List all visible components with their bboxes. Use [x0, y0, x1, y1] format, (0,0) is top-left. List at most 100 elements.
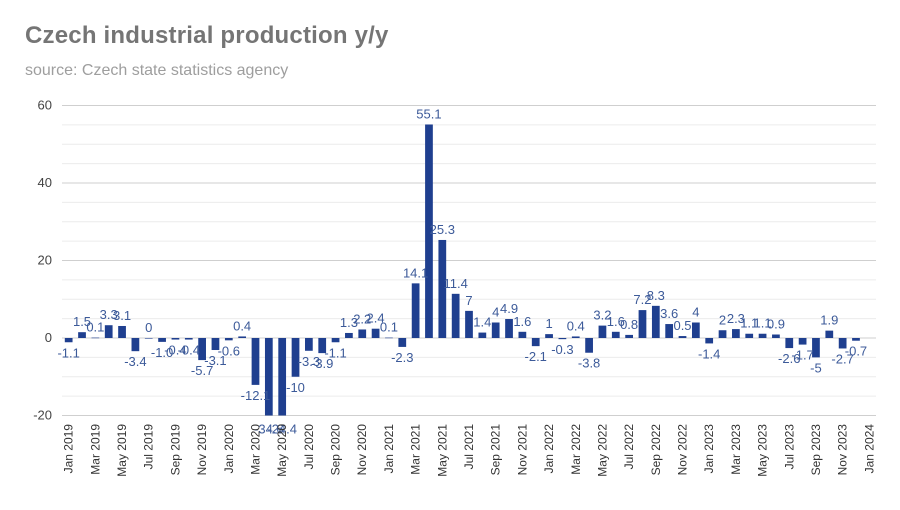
bar — [478, 332, 487, 338]
data-label: -3.3 — [298, 354, 320, 369]
y-tick-label: 60 — [38, 98, 52, 113]
x-tick-label: Sep 2023 — [809, 424, 823, 476]
bar — [398, 338, 407, 347]
bar — [198, 338, 206, 361]
bar — [224, 338, 233, 341]
x-tick-label: Mar 2019 — [88, 424, 102, 475]
bar — [251, 338, 260, 385]
x-tick-label: Sep 2022 — [649, 424, 663, 476]
data-label: -1.4 — [698, 346, 720, 361]
data-label: -5.7 — [191, 363, 213, 378]
data-label: -24.4 — [267, 422, 297, 437]
x-tick-label: Mar 2020 — [248, 424, 262, 475]
data-label: 55.1 — [416, 106, 441, 121]
bar — [438, 239, 447, 338]
data-label: 1 — [545, 316, 552, 331]
bar — [745, 333, 754, 338]
data-label: -0.4 — [178, 343, 200, 358]
bar — [371, 328, 380, 338]
bar — [571, 336, 580, 338]
x-tick-label: Jan 2022 — [542, 424, 556, 474]
bar — [358, 329, 367, 338]
bar — [91, 337, 100, 339]
bar — [171, 338, 180, 340]
bar — [665, 324, 674, 338]
data-label: 1.1 — [740, 316, 758, 331]
x-tick-label: Jul 2023 — [782, 424, 796, 470]
bar — [825, 330, 834, 338]
bar — [758, 333, 767, 338]
data-label: -34.6 — [254, 422, 284, 437]
gridlines — [62, 105, 876, 416]
data-label: 3.6 — [660, 306, 678, 321]
y-tick-label: -20 — [33, 408, 52, 423]
bar — [291, 338, 300, 377]
data-label: -5 — [810, 360, 822, 375]
data-label: 1.6 — [607, 314, 625, 329]
x-tick-label: Jan 2020 — [222, 424, 236, 474]
data-label: 0.4 — [567, 318, 585, 333]
bar — [345, 332, 353, 338]
bar — [411, 283, 420, 338]
data-label: 2.2 — [353, 311, 371, 326]
data-label: 1.1 — [754, 316, 772, 331]
data-label: 4 — [492, 305, 499, 320]
data-label: -3.1 — [204, 353, 226, 368]
chart-subtitle: source: Czech state statistics agency — [25, 62, 289, 79]
bar — [104, 325, 113, 338]
x-tick-label: Mar 2022 — [569, 424, 583, 475]
data-label: 1.6 — [513, 314, 531, 329]
x-tick-label: Jul 2021 — [462, 424, 476, 470]
chart-title: Czech industrial production y/y — [25, 22, 389, 49]
data-label: 1.5 — [73, 314, 91, 329]
x-axis: Jan 2019 Mar 2019 May 2019 Jul 2019 Sep 2019… — [62, 424, 877, 477]
bar — [798, 338, 807, 345]
bar — [238, 336, 247, 338]
x-tick-label: Jul 2019 — [142, 424, 156, 470]
data-label: 2.3 — [727, 311, 745, 326]
x-tick-label: Jul 2022 — [622, 424, 636, 470]
bar — [732, 329, 740, 338]
bar — [598, 325, 607, 338]
data-label: -2.1 — [525, 349, 547, 364]
x-tick-label: Nov 2019 — [195, 424, 209, 476]
bar — [705, 338, 714, 344]
bar — [131, 338, 140, 352]
bar-series — [64, 124, 860, 416]
data-label: -1.1 — [57, 345, 79, 360]
data-label: -2.6 — [778, 351, 800, 366]
x-tick-label: Nov 2022 — [676, 424, 690, 476]
data-label: 4 — [692, 305, 699, 320]
bar — [184, 338, 193, 340]
bar — [611, 331, 620, 338]
x-tick-label: May 2022 — [595, 424, 609, 477]
bar — [318, 338, 327, 354]
bar — [558, 338, 567, 340]
y-tick-label: 0 — [45, 330, 52, 345]
data-label: 3.3 — [100, 307, 118, 322]
data-label: 0.1 — [86, 320, 104, 335]
data-label: -12.1 — [241, 388, 271, 403]
x-tick-label: Mar 2021 — [409, 424, 423, 475]
data-label: -1.7 — [791, 348, 813, 363]
y-tick-label: 40 — [38, 175, 52, 190]
data-label: -0.7 — [845, 344, 867, 359]
x-tick-label: Jul 2020 — [302, 424, 316, 470]
y-tick-label: 20 — [38, 253, 52, 268]
data-labels: -1.11.50.13.33.1-3.40-1.0-0.4-0.4-5.7-3.… — [57, 106, 867, 436]
bar — [465, 310, 473, 338]
bar — [385, 337, 393, 339]
data-label: 2 — [719, 312, 726, 327]
bar — [64, 338, 73, 343]
x-tick-label: Sep 2020 — [329, 424, 343, 476]
bar — [304, 338, 313, 351]
bar — [451, 293, 460, 338]
bar — [78, 332, 86, 338]
bar — [718, 330, 727, 338]
x-tick-label: Jan 2021 — [382, 424, 396, 474]
data-label: 0.1 — [380, 320, 398, 335]
bar — [852, 338, 860, 341]
data-label: 0.4 — [233, 318, 251, 333]
data-label: -1.0 — [151, 345, 173, 360]
